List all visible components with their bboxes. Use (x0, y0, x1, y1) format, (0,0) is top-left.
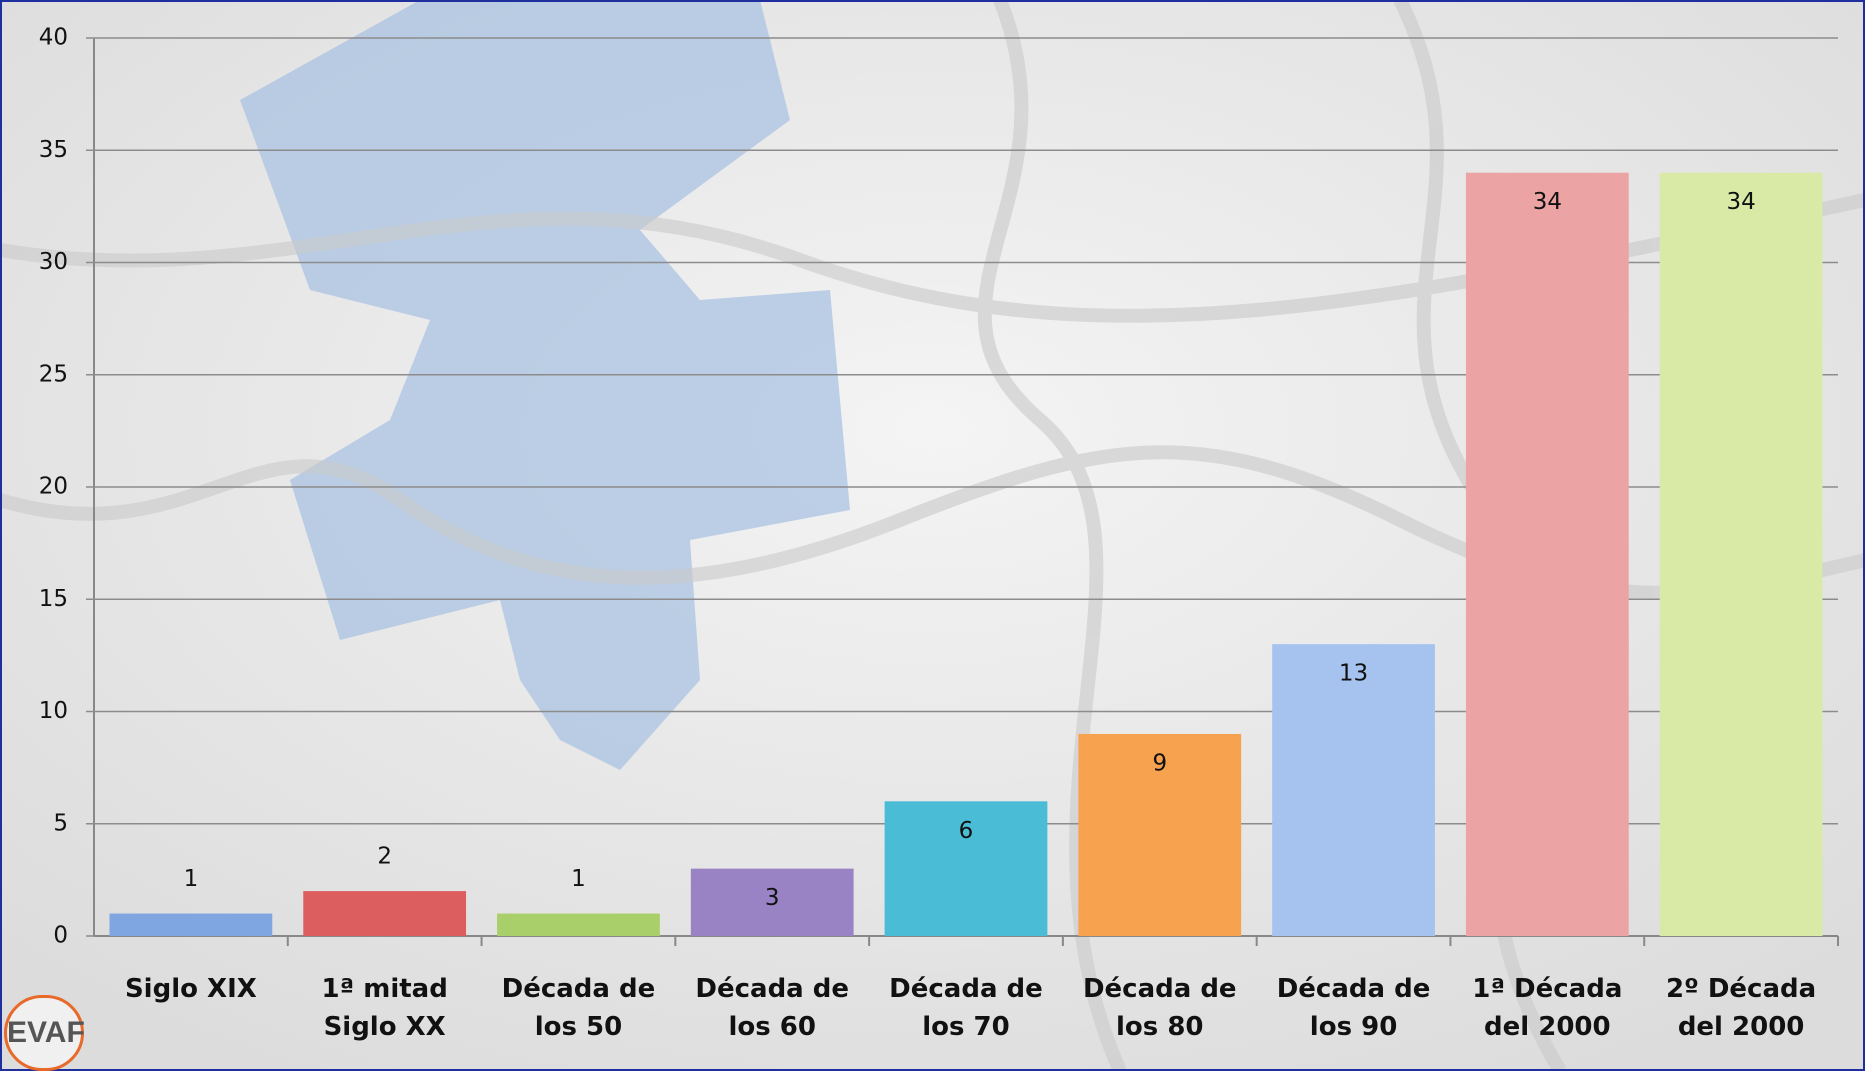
x-tick-label: 2º Década del 2000 (1640, 970, 1842, 1046)
x-tick-label: Siglo XIX (90, 970, 292, 1008)
y-tick-label: 40 (39, 25, 68, 51)
value-label: 6 (959, 818, 974, 844)
value-label: 2 (377, 844, 392, 870)
x-tick-label: Década de los 70 (865, 970, 1067, 1046)
y-tick-label: 35 (39, 137, 68, 163)
value-label: 1 (184, 866, 199, 892)
value-label: 13 (1339, 661, 1368, 687)
y-tick-label: 10 (39, 698, 68, 724)
y-tick-label: 5 (53, 810, 68, 836)
chart: 0510152025303540121369133434 (0, 0, 1865, 1071)
bar (1466, 173, 1629, 936)
x-tick-label: 1ª mitad Siglo XX (284, 970, 486, 1046)
y-tick-label: 20 (39, 474, 68, 500)
value-label: 34 (1726, 189, 1755, 215)
x-tick-label: Década de los 80 (1059, 970, 1261, 1046)
slide: 0510152025303540121369133434 EVAF Siglo … (0, 0, 1865, 1071)
y-tick-label: 15 (39, 586, 68, 612)
y-tick-label: 0 (53, 923, 68, 949)
value-label: 1 (571, 866, 586, 892)
x-tick-label: Década de los 60 (671, 970, 873, 1046)
bar (1272, 644, 1435, 936)
x-tick-label: Década de los 50 (478, 970, 680, 1046)
y-tick-label: 25 (39, 361, 68, 387)
bar (110, 914, 273, 936)
y-tick-label: 30 (39, 249, 68, 275)
x-tick-label: Década de los 90 (1253, 970, 1455, 1046)
bar (1660, 173, 1823, 936)
value-label: 9 (1152, 750, 1167, 776)
value-label: 3 (765, 885, 780, 911)
bar (303, 891, 466, 936)
x-tick-label: 1ª Década del 2000 (1446, 970, 1648, 1046)
value-label: 34 (1533, 189, 1562, 215)
logo: EVAF (4, 995, 84, 1071)
bar (497, 914, 660, 936)
